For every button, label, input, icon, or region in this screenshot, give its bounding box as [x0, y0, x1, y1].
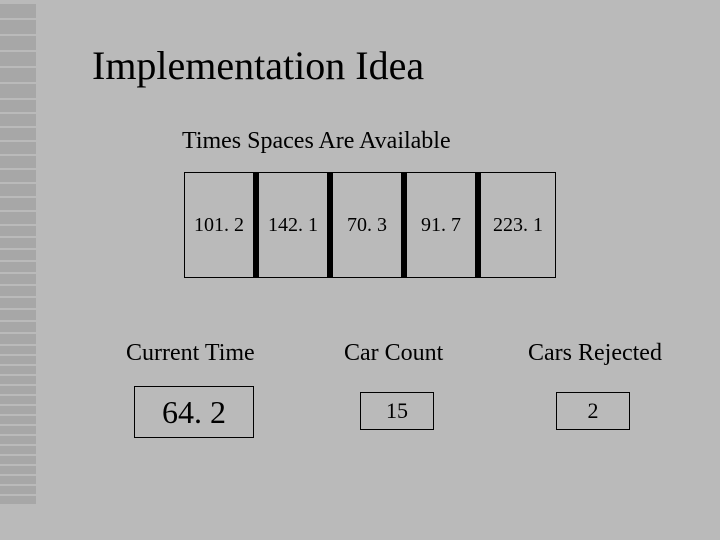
- bullet-square: [0, 184, 36, 196]
- bullet-square: [0, 274, 36, 284]
- cars-rejected-value: 2: [556, 392, 630, 430]
- bullet-square: [0, 426, 36, 434]
- bullet-square: [0, 156, 36, 168]
- bullet-square: [0, 36, 36, 50]
- current-time-value: 64. 2: [134, 386, 254, 438]
- time-cell: 142. 1: [259, 173, 333, 277]
- bullet-square: [0, 446, 36, 454]
- bullet-square: [0, 226, 36, 236]
- cars-rejected-label: Cars Rejected: [528, 340, 662, 367]
- bullet-square: [0, 142, 36, 154]
- bullet-square: [0, 406, 36, 414]
- bullet-strip: [0, 0, 36, 540]
- bullet-square: [0, 170, 36, 182]
- slide-subtitle: Times Spaces Are Available: [182, 128, 451, 155]
- bullet-square: [0, 476, 36, 484]
- bullet-square: [0, 100, 36, 112]
- bullet-square: [0, 386, 36, 394]
- time-cell: 70. 3: [333, 173, 407, 277]
- bullet-square: [0, 128, 36, 140]
- bullet-square: [0, 298, 36, 308]
- bullet-square: [0, 286, 36, 296]
- bullet-square: [0, 322, 36, 332]
- bullet-square: [0, 4, 36, 18]
- bullet-square: [0, 52, 36, 66]
- car-count-label: Car Count: [344, 340, 443, 367]
- bullet-square: [0, 486, 36, 494]
- bullet-square: [0, 466, 36, 474]
- bullet-square: [0, 376, 36, 384]
- bullet-square: [0, 346, 36, 354]
- bullet-square: [0, 68, 36, 82]
- bullet-square: [0, 262, 36, 272]
- bullet-square: [0, 20, 36, 34]
- bullet-square: [0, 356, 36, 364]
- current-time-label: Current Time: [126, 340, 255, 367]
- bullet-square: [0, 416, 36, 424]
- bullet-square: [0, 310, 36, 320]
- slide-title: Implementation Idea: [92, 42, 424, 89]
- bullet-square: [0, 250, 36, 260]
- bullet-square: [0, 114, 36, 126]
- bullet-square: [0, 366, 36, 374]
- bullet-square: [0, 212, 36, 224]
- bullet-square: [0, 334, 36, 344]
- times-spaces-row: 101. 2 142. 1 70. 3 91. 7 223. 1: [184, 172, 556, 278]
- bullet-square: [0, 456, 36, 464]
- bullet-square: [0, 396, 36, 404]
- bullet-square: [0, 436, 36, 444]
- bullet-square: [0, 198, 36, 210]
- bullet-square: [0, 238, 36, 248]
- bullet-square: [0, 496, 36, 504]
- time-cell: 91. 7: [407, 173, 481, 277]
- time-cell: 223. 1: [481, 173, 555, 277]
- slide: Implementation Idea Times Spaces Are Ava…: [0, 0, 720, 540]
- car-count-value: 15: [360, 392, 434, 430]
- bullet-square: [0, 84, 36, 98]
- time-cell: 101. 2: [185, 173, 259, 277]
